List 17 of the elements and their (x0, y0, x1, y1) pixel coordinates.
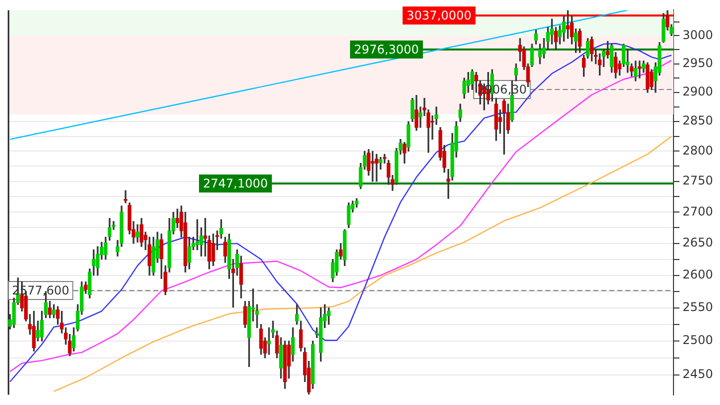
y-tick-label: 2550 (682, 300, 714, 314)
y-tick-label: 2900 (682, 84, 714, 99)
y-tick-label: 2650 (682, 236, 714, 250)
y-tick-label: 2500 (682, 333, 714, 348)
ref-line-label: 3037,0000 (406, 8, 472, 23)
y-tick-label: 2850 (682, 114, 714, 128)
y-tick-label: 2800 (682, 143, 714, 158)
ref-line-label: 2747,1000 (202, 176, 268, 191)
y-tick-label: 2750 (682, 174, 714, 188)
y-tick-label: 2950 (682, 56, 714, 70)
y-tick-label: 3000 (682, 28, 714, 42)
ref-line-label: 2976,3000 (354, 42, 419, 57)
y-tick-label: 2600 (682, 267, 714, 282)
y-tick-label: 2700 (682, 204, 714, 218)
candlestick (267, 327, 271, 355)
y-tick-label: 2450 (682, 366, 714, 381)
candlestick (124, 190, 128, 204)
